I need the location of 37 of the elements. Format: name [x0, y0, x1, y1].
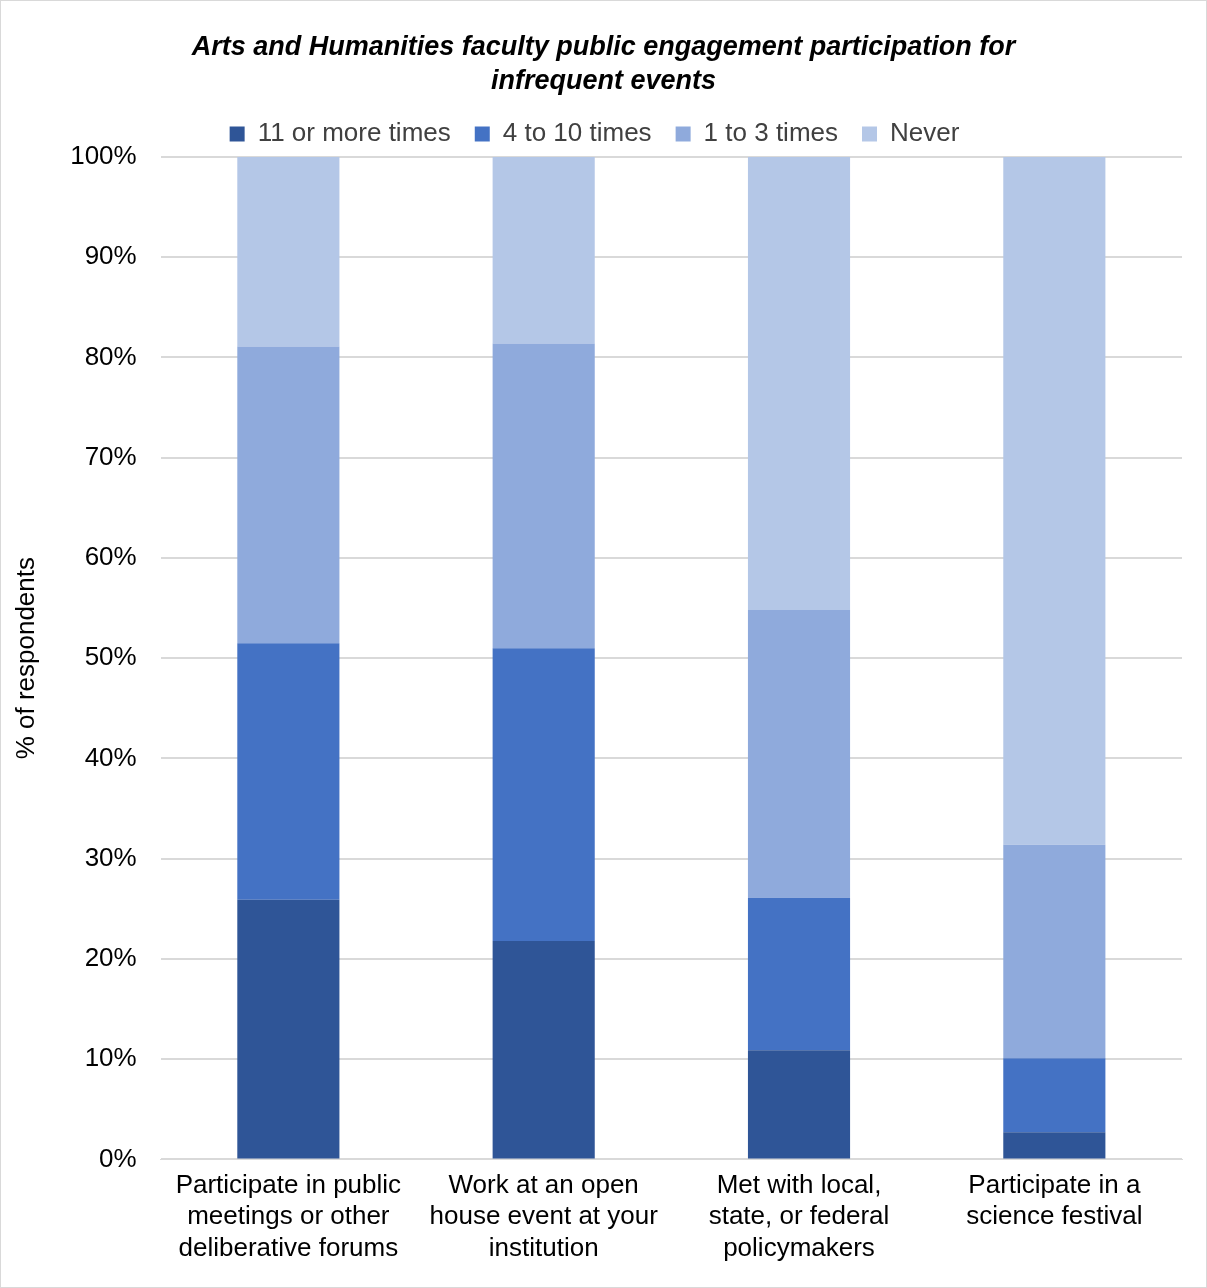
y-tick-label: 50%: [84, 641, 137, 672]
bar: [747, 1050, 851, 1159]
bar: [1003, 1132, 1106, 1159]
y-tick-label: 80%: [84, 340, 137, 371]
bar: [492, 940, 595, 1159]
bar: [492, 157, 595, 344]
y-tick-label: 100%: [70, 140, 137, 171]
y-tick-label: 90%: [84, 240, 137, 271]
chart-title: Arts and Humanities faculty public engagement participation for infrequent events: [190, 30, 1018, 97]
x-tick-label: Met with local, state, or federal policymakers: [708, 1169, 890, 1262]
y-tick-label: 0%: [99, 1142, 137, 1173]
y-tick-label: 10%: [84, 1042, 137, 1073]
bar: [1003, 1058, 1106, 1133]
y-tick-label: 40%: [84, 741, 137, 772]
y-tick-label: 60%: [84, 541, 137, 572]
legend-label: 1 to 3 times: [703, 117, 839, 148]
y-tick-label: 20%: [84, 942, 137, 973]
bar: [237, 643, 340, 900]
bar: [747, 157, 851, 611]
bar: [492, 648, 595, 941]
bar: [492, 343, 595, 649]
bar: [1003, 157, 1106, 845]
x-tick-label: Work at an open house event at your institution: [429, 1169, 659, 1262]
x-tick-label: Participate in public meetings or other deliberative forums: [175, 1169, 402, 1262]
legend-label: 4 to 10 times: [502, 117, 652, 148]
y-axis-title: % of respondents: [9, 557, 40, 760]
y-tick-label: 70%: [84, 440, 137, 471]
x-tick-label: Participate in a science festival: [966, 1169, 1143, 1231]
bar: [1003, 844, 1106, 1059]
y-tick-label: 30%: [84, 841, 137, 872]
bar: [747, 610, 851, 898]
bar: [237, 157, 340, 347]
bar: [237, 899, 340, 1159]
legend-label: 11 or more times: [257, 117, 451, 148]
legend-label: Never: [890, 117, 960, 148]
bar: [237, 346, 340, 644]
bar: [747, 897, 851, 1051]
